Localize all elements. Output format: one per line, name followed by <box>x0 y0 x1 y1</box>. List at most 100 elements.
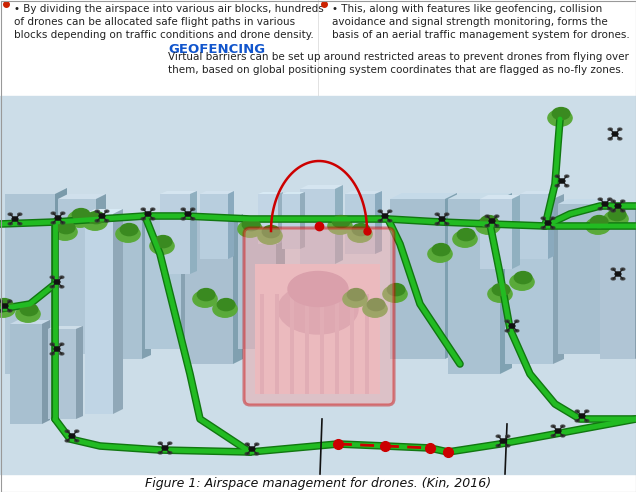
Ellipse shape <box>191 208 195 211</box>
FancyBboxPatch shape <box>244 228 394 405</box>
Ellipse shape <box>457 229 475 241</box>
Text: Virtual barriers can be set up around restricted areas to prevent drones from fl: Virtual barriers can be set up around re… <box>168 52 629 75</box>
Ellipse shape <box>615 204 621 208</box>
Polygon shape <box>278 192 283 244</box>
Ellipse shape <box>598 208 602 210</box>
Ellipse shape <box>435 213 439 215</box>
Polygon shape <box>445 193 457 359</box>
Ellipse shape <box>54 280 60 284</box>
Ellipse shape <box>559 179 565 183</box>
Bar <box>145 219 181 349</box>
Polygon shape <box>300 192 305 249</box>
Ellipse shape <box>551 217 555 219</box>
Ellipse shape <box>50 286 54 288</box>
Ellipse shape <box>611 277 615 280</box>
Ellipse shape <box>586 218 610 234</box>
Ellipse shape <box>492 283 510 296</box>
Bar <box>480 199 512 269</box>
Polygon shape <box>520 191 554 194</box>
Polygon shape <box>58 194 106 199</box>
Ellipse shape <box>618 128 622 130</box>
Ellipse shape <box>561 434 565 437</box>
Ellipse shape <box>8 300 12 303</box>
Ellipse shape <box>515 320 519 322</box>
Bar <box>320 294 324 394</box>
Ellipse shape <box>347 288 365 301</box>
Ellipse shape <box>87 212 105 224</box>
Polygon shape <box>160 191 197 194</box>
Ellipse shape <box>18 213 22 215</box>
Ellipse shape <box>151 217 155 220</box>
Ellipse shape <box>328 218 352 234</box>
Ellipse shape <box>368 299 385 310</box>
Ellipse shape <box>65 440 69 442</box>
Ellipse shape <box>541 217 545 219</box>
Polygon shape <box>505 194 564 199</box>
Ellipse shape <box>387 283 405 296</box>
Ellipse shape <box>604 211 628 227</box>
Ellipse shape <box>618 138 622 140</box>
Bar <box>10 324 42 424</box>
Ellipse shape <box>584 420 589 422</box>
Ellipse shape <box>551 227 555 229</box>
Polygon shape <box>113 209 123 414</box>
Bar <box>85 214 113 414</box>
Polygon shape <box>48 326 83 329</box>
Ellipse shape <box>60 276 64 278</box>
Ellipse shape <box>0 301 15 317</box>
Ellipse shape <box>363 301 387 317</box>
Ellipse shape <box>485 215 489 217</box>
Ellipse shape <box>278 284 358 334</box>
Polygon shape <box>500 193 512 374</box>
Bar <box>350 294 354 394</box>
Ellipse shape <box>0 300 3 303</box>
Bar <box>390 199 445 359</box>
Ellipse shape <box>378 210 382 213</box>
Ellipse shape <box>500 439 506 443</box>
Ellipse shape <box>555 175 559 178</box>
Ellipse shape <box>54 347 60 351</box>
Bar <box>160 194 190 274</box>
Ellipse shape <box>555 429 561 433</box>
Ellipse shape <box>348 226 372 242</box>
Ellipse shape <box>552 108 570 120</box>
Ellipse shape <box>74 440 79 442</box>
Polygon shape <box>448 193 512 199</box>
Bar <box>448 199 500 374</box>
Ellipse shape <box>432 244 450 256</box>
Ellipse shape <box>506 435 510 437</box>
Ellipse shape <box>575 410 579 412</box>
Bar <box>520 194 548 259</box>
Polygon shape <box>276 215 285 349</box>
Ellipse shape <box>621 210 625 212</box>
Ellipse shape <box>65 430 69 432</box>
Ellipse shape <box>545 221 551 225</box>
Ellipse shape <box>141 217 145 220</box>
Ellipse shape <box>116 226 140 242</box>
Ellipse shape <box>99 214 105 218</box>
Polygon shape <box>345 191 382 194</box>
Ellipse shape <box>382 214 388 218</box>
Text: • By dividing the airspace into various air blocks, hundreds
of drones can be al: • By dividing the airspace into various … <box>14 4 324 40</box>
Polygon shape <box>512 195 520 269</box>
Ellipse shape <box>509 324 515 328</box>
Ellipse shape <box>445 213 449 215</box>
Ellipse shape <box>548 110 572 126</box>
Bar <box>345 194 375 254</box>
Bar <box>5 194 55 374</box>
Ellipse shape <box>515 330 519 332</box>
Bar <box>238 219 276 349</box>
Ellipse shape <box>213 301 237 317</box>
Ellipse shape <box>565 175 569 178</box>
Ellipse shape <box>249 447 255 451</box>
Bar <box>282 194 300 249</box>
Ellipse shape <box>602 202 608 206</box>
Ellipse shape <box>60 221 65 224</box>
Ellipse shape <box>120 223 138 236</box>
Polygon shape <box>480 195 520 199</box>
Ellipse shape <box>496 445 501 447</box>
Ellipse shape <box>621 268 625 271</box>
Ellipse shape <box>288 272 348 307</box>
Ellipse shape <box>150 238 174 254</box>
Ellipse shape <box>608 198 612 200</box>
